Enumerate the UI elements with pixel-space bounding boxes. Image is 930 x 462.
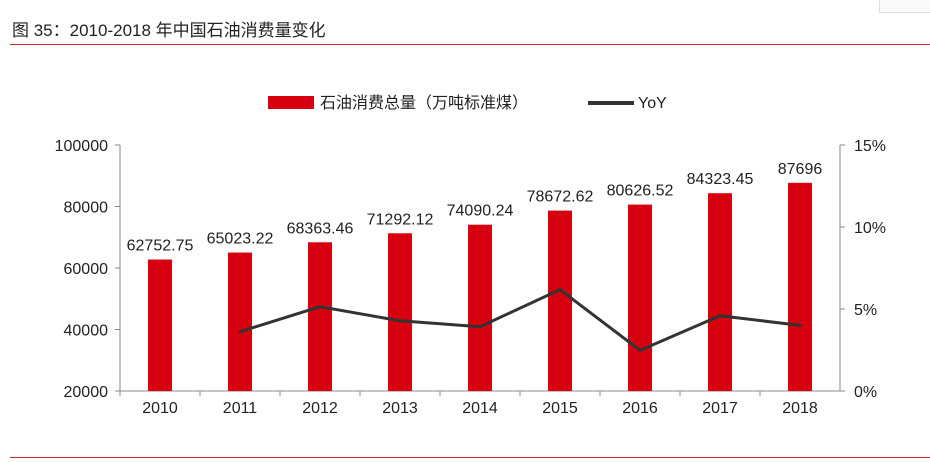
right-tick-label: 5% — [854, 302, 877, 319]
left-tick-label: 60000 — [64, 261, 109, 278]
bar — [148, 259, 172, 391]
bar-data-label: 87696 — [778, 161, 823, 178]
right-tick-label: 0% — [854, 384, 877, 401]
bottom-divider — [10, 457, 930, 458]
bar — [228, 252, 252, 391]
bar — [388, 233, 412, 391]
bar — [468, 224, 492, 391]
yoy-point — [798, 323, 802, 327]
x-tick-label: 2013 — [382, 400, 418, 417]
legend-bar-swatch — [268, 96, 314, 109]
legend: 石油消费总量（万吨标准煤） YoY — [268, 94, 667, 112]
bar-data-label: 68363.46 — [287, 220, 354, 237]
left-tick-label: 20000 — [64, 384, 109, 401]
bar-data-label: 62752.75 — [127, 238, 194, 255]
bar — [308, 242, 332, 391]
left-tick-label: 40000 — [64, 323, 109, 340]
bar-data-label: 71292.12 — [367, 211, 434, 228]
yoy-point — [558, 288, 562, 292]
corner-widget — [879, 0, 930, 13]
yoy-point — [398, 319, 402, 323]
x-tick-label: 2010 — [142, 400, 178, 417]
x-tick-label: 2014 — [462, 400, 498, 417]
right-tick-label: 10% — [854, 220, 886, 237]
bar-data-label: 74090.24 — [447, 203, 514, 220]
yoy-point — [478, 325, 482, 329]
yoy-line — [239, 288, 801, 352]
yoy-point — [638, 348, 642, 352]
x-tick-label: 2011 — [223, 400, 258, 417]
right-tick-label: 15% — [854, 138, 886, 155]
left-tick-label: 100000 — [55, 138, 108, 155]
legend-line-label: YoY — [638, 95, 667, 112]
figure-title: 图 35：2010-2018 年中国石油消费量变化 — [12, 21, 326, 40]
left-tick-label: 80000 — [64, 200, 109, 217]
bar-data-label: 65023.22 — [207, 231, 274, 248]
x-tick-label: 2016 — [622, 400, 658, 417]
x-tick-label: 2015 — [542, 400, 578, 417]
x-tick-label: 2018 — [782, 400, 818, 417]
yoy-point — [318, 305, 322, 309]
yoy-point — [238, 330, 242, 334]
bar — [628, 204, 652, 391]
title-divider — [10, 44, 930, 45]
bar-data-label: 78672.62 — [527, 189, 594, 206]
bar — [548, 210, 572, 391]
bar — [708, 193, 732, 391]
bar-data-label: 80626.52 — [607, 183, 674, 200]
bar-data-label: 84323.45 — [687, 171, 754, 188]
bar — [788, 182, 812, 391]
yoy-point — [718, 314, 722, 318]
legend-bar-label: 石油消费总量（万吨标准煤） — [320, 94, 528, 112]
x-tick-label: 2012 — [302, 400, 338, 417]
x-tick-label: 2017 — [702, 400, 738, 417]
